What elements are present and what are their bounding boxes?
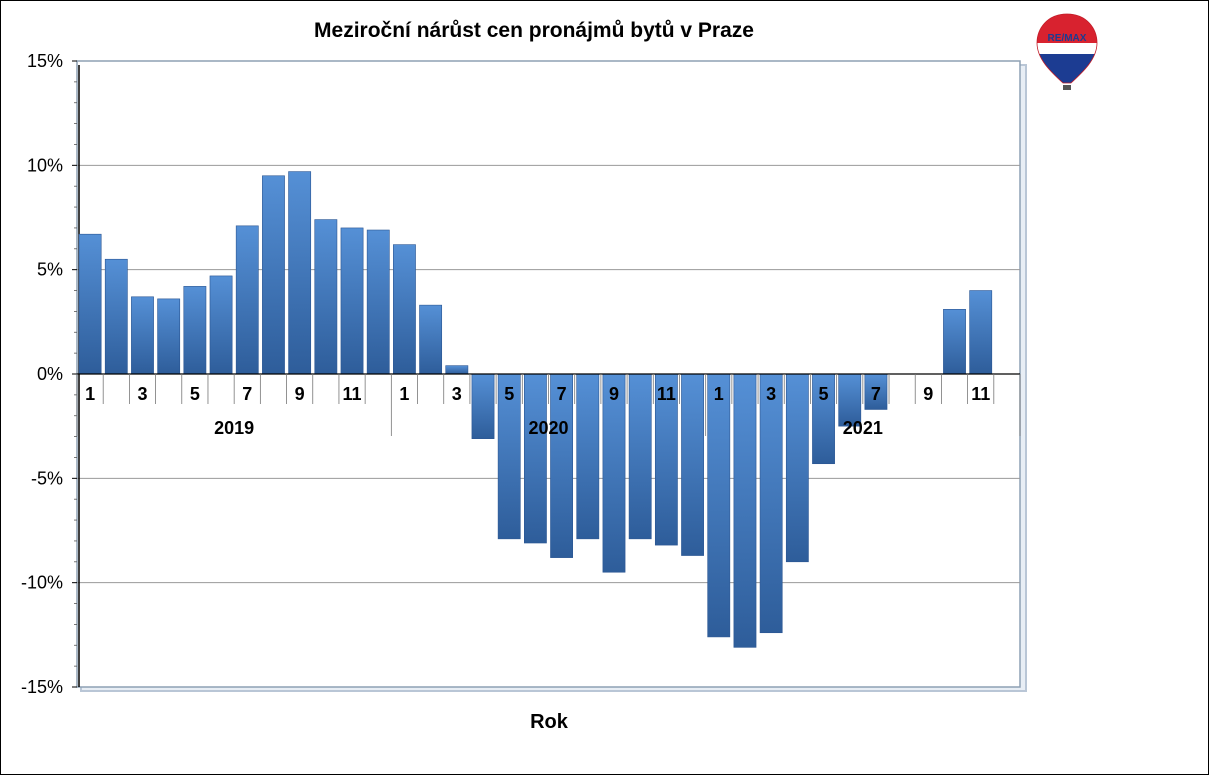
bar <box>183 286 207 375</box>
bar <box>419 304 443 375</box>
x-tick-label: 5 <box>819 384 829 404</box>
x-tick-label: 3 <box>452 384 462 404</box>
x-tick-label: 11 <box>343 384 362 404</box>
bar <box>288 171 312 375</box>
y-tick-label: 5% <box>37 260 63 280</box>
x-tick-label: 9 <box>923 384 933 404</box>
bar <box>104 258 128 375</box>
x-tick-label: 5 <box>504 384 514 404</box>
bar <box>340 227 364 375</box>
bar <box>707 373 731 638</box>
x-tick-label: 9 <box>609 384 619 404</box>
year-label: 2020 <box>528 418 568 438</box>
bar <box>943 309 966 375</box>
balloon-basket <box>1063 85 1071 90</box>
bar <box>785 373 809 563</box>
bar <box>235 225 259 375</box>
x-tick-label: 9 <box>295 384 305 404</box>
x-tick-label: 1 <box>399 384 409 404</box>
bar <box>209 275 233 375</box>
bar <box>262 175 285 375</box>
bar <box>759 373 783 634</box>
bar <box>681 373 704 556</box>
y-tick-label: 10% <box>27 155 63 175</box>
year-label: 2019 <box>214 418 254 438</box>
x-tick-label: 7 <box>242 384 252 404</box>
x-tick-label: 7 <box>871 384 881 404</box>
gridlines <box>77 164 1020 584</box>
balloon-shape <box>1036 13 1098 84</box>
y-tick-label: -15% <box>21 677 63 697</box>
x-tick-label: 11 <box>971 384 990 404</box>
chart-title: Meziroční nárůst cen pronájmů bytů v Pra… <box>314 19 754 42</box>
logo-text: RE/MAX <box>1048 33 1087 44</box>
x-tick-label: 11 <box>657 384 676 404</box>
y-tick-label: 0% <box>37 364 63 384</box>
bar <box>366 229 390 375</box>
x-tick-label: 1 <box>85 384 95 404</box>
bar <box>157 298 181 375</box>
bar <box>131 296 154 375</box>
year-label: 2021 <box>843 418 883 438</box>
bar <box>733 373 757 648</box>
bar <box>576 373 600 540</box>
bar <box>445 365 469 375</box>
bars <box>78 171 993 648</box>
y-tick-label: -10% <box>21 573 63 593</box>
x-axis-label: Rok <box>530 711 569 733</box>
bar <box>524 373 547 544</box>
bar <box>78 233 102 375</box>
bar <box>393 244 416 375</box>
bar <box>471 373 495 439</box>
x-tick-label: 3 <box>137 384 147 404</box>
bar <box>969 290 993 375</box>
x-tick-label: 7 <box>557 384 567 404</box>
y-tick-label: 15% <box>27 51 63 71</box>
x-tick-label: 5 <box>190 384 200 404</box>
bar <box>628 373 652 540</box>
bar <box>314 219 338 375</box>
remax-logo: RE/MAX <box>1036 13 1098 90</box>
x-tick-label: 1 <box>714 384 724 404</box>
y-axis: 15% 10% 5% 0% -5% -10% -15% <box>21 51 80 697</box>
y-tick-label: -5% <box>31 468 63 488</box>
x-tick-label: 3 <box>766 384 776 404</box>
